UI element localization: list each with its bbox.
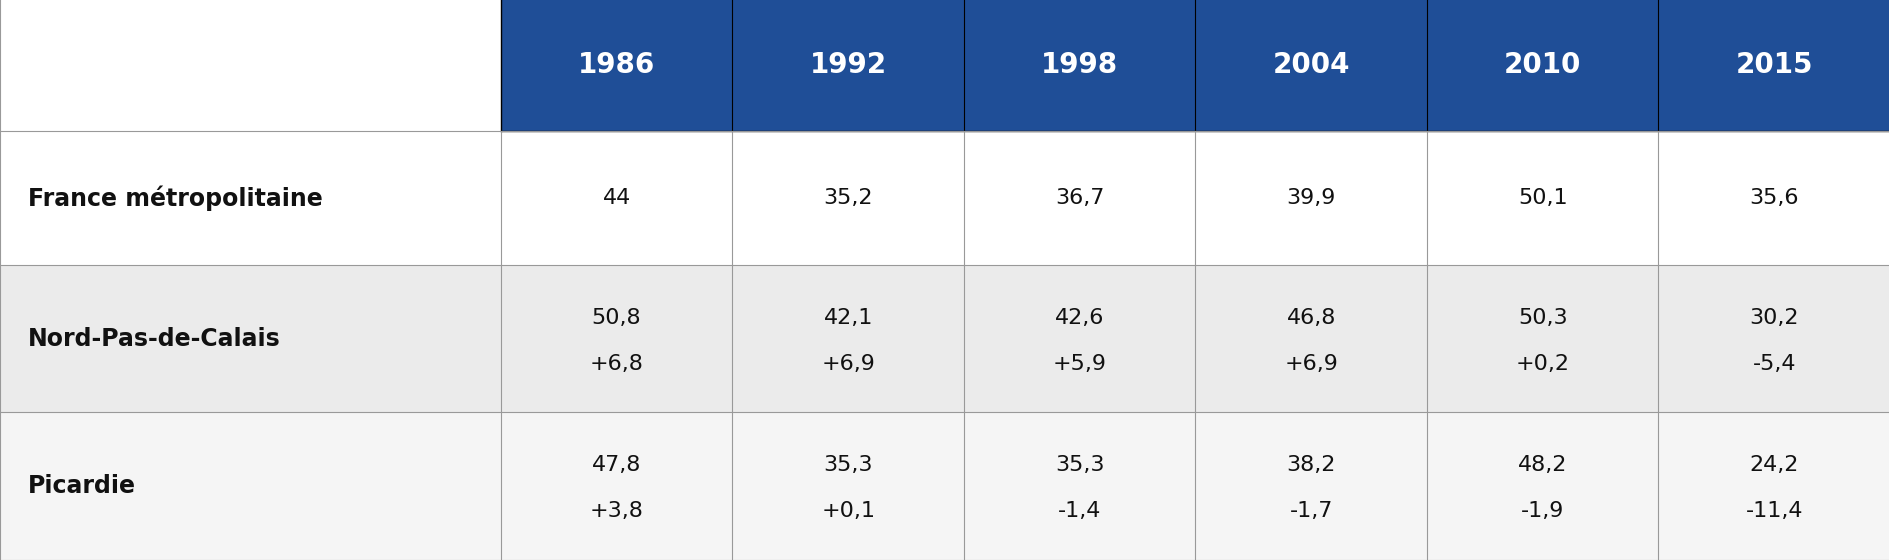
Bar: [1659, 0, 1889, 131]
Bar: [1426, 0, 1657, 131]
Text: 35,3: 35,3: [1054, 455, 1103, 475]
Text: 2004: 2004: [1271, 52, 1349, 80]
Text: 50,3: 50,3: [1517, 308, 1566, 328]
Text: Nord-Pas-de-Calais: Nord-Pas-de-Calais: [28, 326, 281, 351]
Text: +6,8: +6,8: [589, 353, 644, 374]
Text: +5,9: +5,9: [1052, 353, 1107, 374]
Bar: [731, 0, 963, 131]
Text: -1,4: -1,4: [1058, 501, 1101, 521]
Text: +0,2: +0,2: [1515, 353, 1570, 374]
Bar: [0, 265, 1889, 412]
Text: 1986: 1986: [578, 52, 655, 80]
Text: 48,2: 48,2: [1517, 455, 1566, 475]
Text: +0,1: +0,1: [820, 501, 875, 521]
Text: +6,9: +6,9: [1283, 353, 1337, 374]
Bar: [0, 0, 501, 131]
Bar: [501, 0, 733, 131]
Text: 42,6: 42,6: [1054, 308, 1103, 328]
Text: 47,8: 47,8: [591, 455, 640, 475]
Text: 1998: 1998: [1041, 52, 1118, 80]
Text: 2010: 2010: [1504, 52, 1581, 80]
Text: 42,1: 42,1: [824, 308, 873, 328]
Text: 50,1: 50,1: [1517, 188, 1566, 208]
Text: 39,9: 39,9: [1286, 188, 1336, 208]
Text: -5,4: -5,4: [1751, 353, 1795, 374]
Text: 36,7: 36,7: [1054, 188, 1103, 208]
Text: 1992: 1992: [808, 52, 886, 80]
Text: -11,4: -11,4: [1745, 501, 1802, 521]
Text: 50,8: 50,8: [591, 308, 640, 328]
Text: -1,7: -1,7: [1288, 501, 1332, 521]
Bar: [0, 131, 1889, 265]
Bar: [0, 412, 1889, 560]
Text: 2015: 2015: [1734, 52, 1812, 80]
Text: Picardie: Picardie: [28, 474, 136, 498]
Text: 46,8: 46,8: [1286, 308, 1336, 328]
Text: +6,9: +6,9: [820, 353, 875, 374]
Text: 35,6: 35,6: [1749, 188, 1798, 208]
Text: 24,2: 24,2: [1749, 455, 1798, 475]
Text: 38,2: 38,2: [1286, 455, 1336, 475]
Bar: [1196, 0, 1426, 131]
Text: 35,3: 35,3: [824, 455, 873, 475]
Text: France métropolitaine: France métropolitaine: [28, 185, 323, 211]
Text: -1,9: -1,9: [1521, 501, 1564, 521]
Text: 30,2: 30,2: [1749, 308, 1798, 328]
Text: 35,2: 35,2: [824, 188, 873, 208]
Text: 44: 44: [603, 188, 631, 208]
Text: +3,8: +3,8: [589, 501, 644, 521]
Bar: [963, 0, 1196, 131]
